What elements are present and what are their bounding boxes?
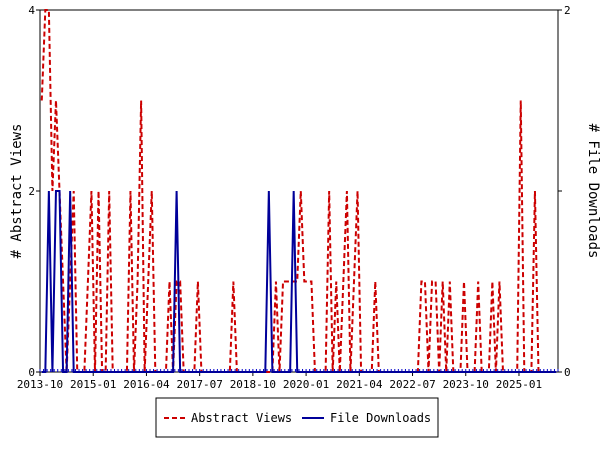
x-tick-label: 2025-01 xyxy=(496,378,542,391)
x-tick-label: 2016-04 xyxy=(123,378,170,391)
y-right-tick-label: 0 xyxy=(564,366,571,379)
series-line-file-downloads xyxy=(41,190,557,373)
y-left-tick-label: 2 xyxy=(28,185,35,198)
x-tick-label: 2021-04 xyxy=(336,378,383,391)
x-tick-label: 2017-07 xyxy=(176,378,222,391)
legend-label-abstract-views: Abstract Views xyxy=(191,411,292,425)
x-tick-label: 2022-07 xyxy=(389,378,435,391)
x-tick-label: 2020-01 xyxy=(283,378,329,391)
y-right-tick-label: 2 xyxy=(564,4,571,17)
legend: Abstract Views File Downloads xyxy=(155,397,439,438)
y-axis-right-title: # File Downloads xyxy=(585,124,600,259)
legend-label-file-downloads: File Downloads xyxy=(330,411,431,425)
x-tick-label: 2018-10 xyxy=(230,378,276,391)
y-left-tick-label: 4 xyxy=(28,4,35,17)
y-axis-left-title: # Abstract Views xyxy=(9,124,25,259)
x-tick-label: 2023-10 xyxy=(443,378,489,391)
y-left-tick-label: 0 xyxy=(28,366,35,379)
x-tick-label: 2015-01 xyxy=(70,378,116,391)
legend-box xyxy=(155,397,439,438)
x-tick-label: 2013-10 xyxy=(17,378,63,391)
